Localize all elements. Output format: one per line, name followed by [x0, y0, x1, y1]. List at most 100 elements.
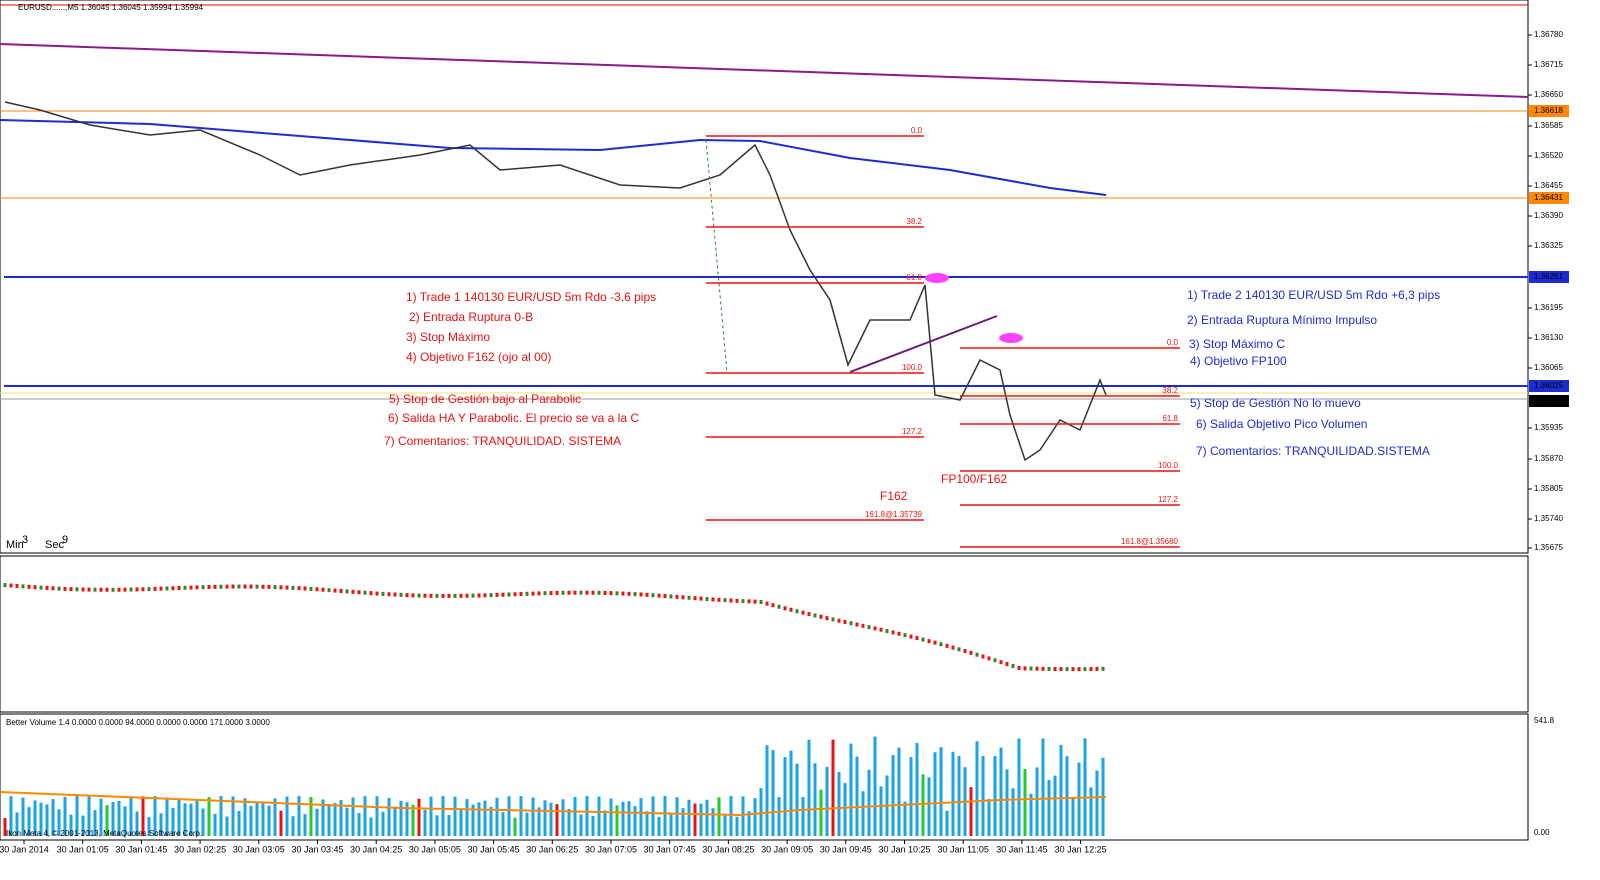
volume-bar — [447, 815, 451, 836]
volume-bar — [987, 798, 991, 836]
volume-bar — [909, 757, 913, 836]
osc-bar — [1083, 667, 1087, 672]
osc-bar — [207, 584, 211, 589]
ma-line — [0, 119, 1107, 196]
osc-bar — [381, 591, 385, 596]
volume-bar — [201, 808, 205, 836]
osc-bar — [471, 593, 475, 598]
osc-bar — [225, 584, 229, 589]
volume-bar — [585, 796, 589, 836]
volume-bar — [789, 750, 793, 836]
osc-bar — [591, 590, 595, 595]
osc-bar — [633, 592, 637, 597]
osc-bar — [153, 586, 157, 591]
volume-bar — [225, 816, 229, 836]
osc-bar — [291, 585, 295, 590]
volume-bar — [939, 747, 943, 836]
osc-bar — [585, 590, 589, 595]
timer-value: 3 — [22, 534, 28, 546]
volume-bar — [795, 763, 799, 836]
volume-bar — [99, 798, 103, 836]
volume-bar — [501, 812, 505, 836]
osc-bar — [1089, 667, 1093, 672]
osc-bar — [951, 645, 955, 650]
osc-bar — [759, 599, 763, 604]
osc-bar — [33, 585, 37, 590]
fibo-left: 0.0 38.2 61.8 100.0 127.2 161.8@1.35739 — [706, 126, 924, 521]
time-label: 30 Jan 12:25 — [1055, 844, 1107, 854]
volume-bar — [33, 800, 37, 836]
osc-bar — [807, 612, 811, 617]
volume-bar — [279, 810, 283, 836]
time-label: 30 Jan 02:25 — [174, 844, 226, 854]
copyright: Ikon Meta 4, © 2001-2013, MetaQuotes Sof… — [6, 829, 202, 838]
osc-bar — [1095, 666, 1099, 671]
osc-bar — [483, 593, 487, 598]
osc-bar — [315, 587, 319, 592]
osc-bar — [417, 593, 421, 598]
osc-bar — [351, 589, 355, 594]
osc-bar — [453, 593, 457, 598]
osc-bar — [873, 626, 877, 631]
osc-bar — [819, 614, 823, 619]
volume-bar — [837, 772, 841, 836]
osc-bar — [405, 593, 409, 598]
symbol-info: EURUSD......,M5 1.36045 1.36045 1.35994 … — [18, 3, 204, 12]
osc-bar — [279, 585, 283, 590]
volume-bar — [273, 798, 277, 836]
note: 2) Entrada Ruptura 0-B — [409, 310, 533, 324]
volume-bar — [477, 802, 481, 836]
volume-bar — [993, 755, 997, 836]
volume-bar — [123, 806, 127, 836]
note: 3) Stop Máximo C — [1189, 337, 1285, 351]
price-badge-label: 1.36261 — [1534, 272, 1563, 281]
fib-label: 161.8@1.35739 — [865, 510, 923, 519]
ma-line — [0, 43, 1529, 98]
volume-bar — [213, 813, 217, 836]
volume-bar — [831, 739, 835, 836]
volume-bar — [681, 808, 685, 836]
volume-bar — [393, 806, 397, 836]
volume-bar — [891, 755, 895, 836]
osc-bar — [903, 633, 907, 638]
volume-bar — [711, 808, 715, 836]
osc-bar — [147, 587, 151, 592]
price-label: 1.36065 — [1534, 363, 1563, 372]
osc-bar — [1053, 667, 1057, 672]
osc-bar — [249, 584, 253, 589]
volume-bar — [195, 799, 199, 836]
osc-bar — [1035, 666, 1039, 671]
volume-bar — [735, 816, 739, 836]
volume-bar — [111, 801, 115, 836]
timer-value: 9 — [62, 534, 68, 546]
osc-bar — [39, 585, 43, 590]
volume-bar — [657, 816, 661, 836]
fib-label: 38.2 — [1162, 386, 1178, 395]
time-label: 30 Jan 09:45 — [820, 844, 872, 854]
time-label: 30 Jan 07:05 — [585, 844, 637, 854]
fib-label: 61.8 — [906, 273, 922, 282]
osc-bar — [339, 588, 343, 593]
fib-label: 0.0 — [1167, 338, 1179, 347]
time-label: 30 Jan 08:25 — [702, 844, 754, 854]
volume-bar — [75, 796, 79, 836]
osc-bar — [957, 647, 961, 652]
osc-bar — [897, 631, 901, 636]
osc-bar — [1065, 667, 1069, 672]
osc-bar — [459, 593, 463, 598]
volume-bar — [435, 815, 439, 836]
price-label: 1.36325 — [1534, 241, 1563, 250]
volume-bar — [759, 788, 763, 836]
volume-bar — [321, 799, 325, 836]
osc-bar — [357, 590, 361, 595]
osc-bar — [567, 590, 571, 595]
osc-bar — [69, 587, 73, 592]
note: 2) Entrada Ruptura Mínimo Impulso — [1187, 313, 1377, 327]
volume-bar — [255, 801, 259, 836]
marker — [925, 273, 949, 283]
osc-bar — [219, 584, 223, 589]
fib-label: 100.0 — [1158, 461, 1179, 470]
fib-anchor — [705, 139, 728, 373]
osc-bar — [747, 599, 751, 604]
